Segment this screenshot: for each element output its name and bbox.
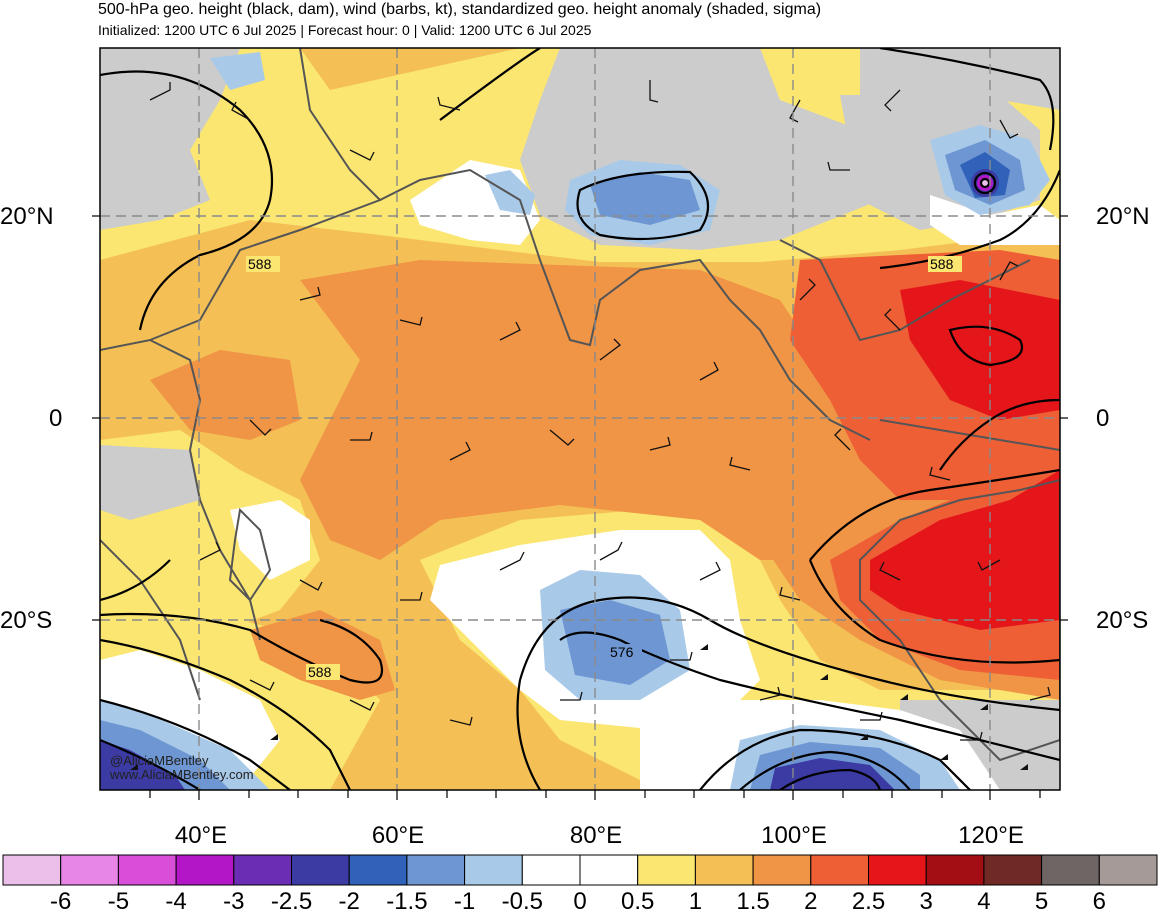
contour-label-588-north-africa: 588 <box>248 256 272 272</box>
colorbar-swatch <box>117 854 177 886</box>
colorbar-swatch <box>406 854 466 886</box>
colorbar-label: -4 <box>165 888 187 915</box>
colorbar-label: 2 <box>804 888 818 915</box>
colorbar-swatch <box>752 854 812 886</box>
colorbar-label: 1 <box>688 888 703 915</box>
lat-label-20n-left: 20°N <box>0 203 54 230</box>
colorbar-label: 0.5 <box>621 888 655 915</box>
colorbar-swatch <box>2 854 62 886</box>
colorbar-label: -2.5 <box>270 888 313 915</box>
map-subtitle: Initialized: 1200 UTC 6 Jul 2025 | Forec… <box>98 22 592 38</box>
contour-label-588-east: 588 <box>930 256 954 272</box>
colorbar-label: -6 <box>50 888 72 915</box>
colorbar-label: -0.5 <box>501 888 543 915</box>
colorbar-label: 0 <box>573 888 587 915</box>
lat-label-0-left: 0 <box>49 405 63 432</box>
wind-barbs <box>149 80 1051 741</box>
lat-label-20n-right: 20°N <box>1096 203 1150 230</box>
colorbar-swatch <box>925 854 985 886</box>
colorbar-swatch <box>175 854 235 886</box>
coastlines <box>100 48 1060 762</box>
colorbar <box>2 854 1158 886</box>
colorbar-swatch <box>348 854 408 886</box>
colorbar-swatch <box>1098 854 1158 886</box>
colorbar-label: -2 <box>338 888 360 915</box>
colorbar-swatch <box>521 854 581 886</box>
frame-ticks <box>92 215 1068 800</box>
contour-label-boxes <box>246 256 962 680</box>
colorbar-label: 4 <box>977 888 991 915</box>
lon-label-80e: 80°E <box>569 822 623 849</box>
colorbar-swatch <box>60 854 119 886</box>
colorbar-label: -3 <box>223 888 245 915</box>
contour-label-588-south: 588 <box>308 664 332 680</box>
colorbar-label: 1.5 <box>736 888 770 915</box>
height-contours <box>100 48 1060 790</box>
lon-label-100e: 100°E <box>761 822 827 849</box>
colorbar-label: 2.5 <box>851 888 886 915</box>
lon-label-60e: 60°E <box>371 822 425 849</box>
lon-label-40e: 40°E <box>174 822 228 849</box>
colorbar-label: -5 <box>107 888 130 915</box>
credit-website: www.AliciaMBentley.com <box>110 767 254 782</box>
colorbar-label: 6 <box>1092 888 1106 915</box>
lat-label-20s-left: 20°S <box>0 607 53 634</box>
credit-handle: @AliciaMBentley <box>110 753 209 768</box>
colorbar-swatch <box>810 854 869 886</box>
colorbar-swatch <box>291 854 350 886</box>
lon-label-120e: 120°E <box>958 822 1024 849</box>
map-shading <box>100 48 1060 790</box>
colorbar-swatch <box>983 854 1043 886</box>
map-frame <box>99 47 1061 791</box>
lat-label-0-right: 0 <box>1096 405 1110 432</box>
map-title: 500-hPa geo. height (black, dam), wind (… <box>98 1 822 18</box>
graticule <box>100 48 1060 790</box>
colorbar-swatch <box>579 854 639 886</box>
colorbar-swatch <box>868 854 927 886</box>
lat-label-20s-right: 20°S <box>1096 607 1149 634</box>
colorbar-swatch <box>233 854 293 886</box>
colorbar-swatch <box>464 854 523 886</box>
colorbar-swatch <box>694 854 754 886</box>
wind-barb-flags <box>130 644 1028 770</box>
colorbar-label: 3 <box>919 888 933 915</box>
colorbar-label: -1 <box>453 888 476 915</box>
colorbar-swatch <box>1041 854 1100 886</box>
colorbar-label: 5 <box>1034 888 1049 915</box>
colorbar-swatch <box>637 854 696 886</box>
contour-label-576: 576 <box>610 644 634 660</box>
colorbar-label: -1.5 <box>386 888 428 915</box>
